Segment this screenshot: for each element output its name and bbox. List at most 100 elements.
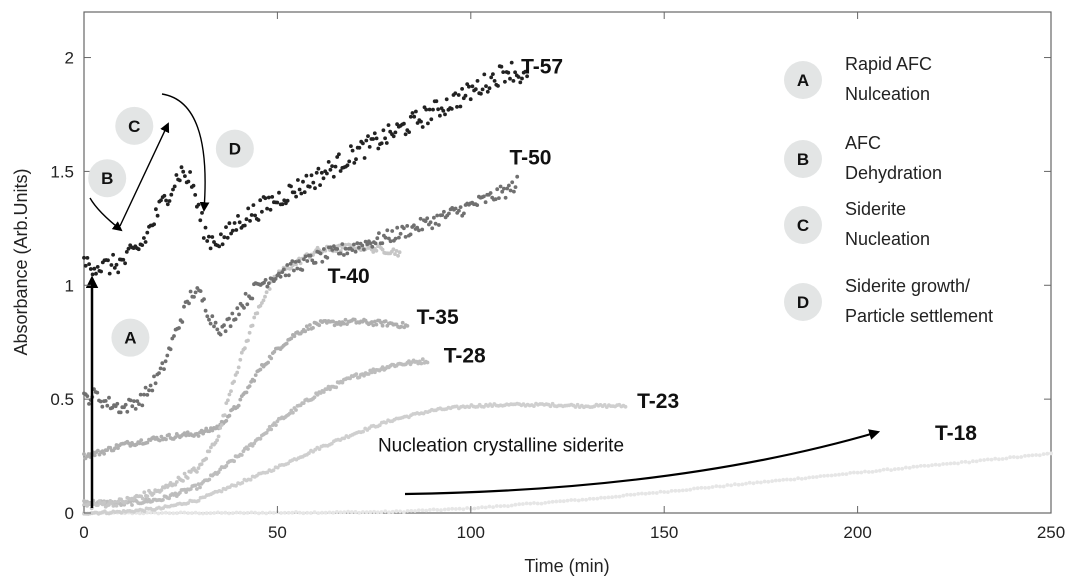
data-point xyxy=(316,511,321,515)
badge-letter: B xyxy=(101,169,113,188)
data-point xyxy=(565,498,570,503)
data-point xyxy=(270,195,275,199)
data-point xyxy=(403,235,408,239)
data-point xyxy=(371,367,376,372)
data-point xyxy=(1008,455,1012,460)
series-T-35 xyxy=(82,317,410,461)
data-point xyxy=(383,235,388,240)
data-point xyxy=(291,410,295,415)
data-point xyxy=(436,107,440,112)
data-point xyxy=(345,163,350,168)
data-point xyxy=(822,474,826,478)
data-point xyxy=(1030,453,1035,458)
data-point xyxy=(468,97,473,102)
data-point xyxy=(192,295,196,299)
data-point xyxy=(215,438,220,443)
data-point xyxy=(342,510,347,515)
data-point xyxy=(226,398,230,403)
data-point xyxy=(343,242,348,247)
data-point xyxy=(435,508,440,512)
series-label-T-50: T-50 xyxy=(509,147,551,170)
data-point xyxy=(294,408,298,412)
data-point xyxy=(227,221,232,226)
data-point xyxy=(395,225,400,230)
series-label-T-35: T-35 xyxy=(417,306,459,329)
data-point xyxy=(425,216,430,221)
data-point xyxy=(1004,456,1009,461)
data-point xyxy=(337,243,342,248)
data-point xyxy=(321,176,326,181)
data-point xyxy=(444,97,449,102)
data-point xyxy=(837,472,841,477)
data-point xyxy=(249,510,254,515)
data-point xyxy=(219,489,224,494)
data-point xyxy=(429,117,434,122)
data-point xyxy=(255,311,260,316)
data-point xyxy=(487,504,492,509)
data-point xyxy=(196,482,201,486)
data-point xyxy=(335,247,340,251)
data-point xyxy=(143,385,148,390)
data-point xyxy=(111,504,116,508)
data-point xyxy=(92,266,97,271)
data-point xyxy=(840,472,845,476)
data-point xyxy=(265,206,269,211)
data-point xyxy=(410,111,415,115)
data-point xyxy=(123,500,128,504)
data-point xyxy=(306,327,311,331)
data-point xyxy=(460,87,464,91)
data-point xyxy=(301,401,306,405)
data-point xyxy=(178,510,183,515)
data-point xyxy=(195,487,199,491)
data-point xyxy=(145,393,150,397)
data-point xyxy=(491,505,495,509)
data-point xyxy=(792,477,797,482)
data-point xyxy=(502,504,507,508)
data-point xyxy=(102,451,106,456)
data-point xyxy=(222,323,226,328)
data-point xyxy=(353,510,358,514)
data-point xyxy=(121,257,126,262)
data-point xyxy=(399,324,404,329)
data-point xyxy=(130,404,135,409)
data-point xyxy=(386,123,391,127)
data-point xyxy=(234,483,238,488)
data-point xyxy=(441,108,446,113)
data-point xyxy=(1049,451,1053,456)
data-point xyxy=(520,76,524,81)
data-point xyxy=(725,483,730,487)
data-point xyxy=(238,397,243,402)
data-point xyxy=(508,188,513,193)
data-point xyxy=(290,510,295,515)
data-point xyxy=(159,198,163,203)
data-point xyxy=(848,471,853,475)
legend-badge xyxy=(784,206,822,244)
data-point xyxy=(155,213,160,218)
data-point xyxy=(424,107,429,112)
legend-text: Siderite xyxy=(845,199,906,219)
data-point xyxy=(340,242,345,247)
data-point xyxy=(628,492,633,497)
data-point xyxy=(277,271,281,276)
data-point xyxy=(372,509,376,514)
data-point xyxy=(509,503,514,508)
data-point xyxy=(467,84,471,89)
data-point xyxy=(446,507,451,512)
data-point xyxy=(145,510,150,515)
data-point xyxy=(152,222,157,227)
data-point xyxy=(216,434,221,439)
data-point xyxy=(610,495,614,500)
data-point xyxy=(523,69,528,74)
data-point xyxy=(380,241,385,246)
data-point xyxy=(188,170,193,174)
data-point xyxy=(354,157,358,162)
data-point xyxy=(162,367,166,371)
data-point xyxy=(352,161,357,165)
data-point xyxy=(368,241,373,246)
data-point xyxy=(524,501,529,506)
data-point xyxy=(301,179,305,184)
data-point xyxy=(204,456,209,461)
data-point xyxy=(915,464,919,469)
data-point xyxy=(512,189,516,194)
data-point xyxy=(309,511,313,515)
